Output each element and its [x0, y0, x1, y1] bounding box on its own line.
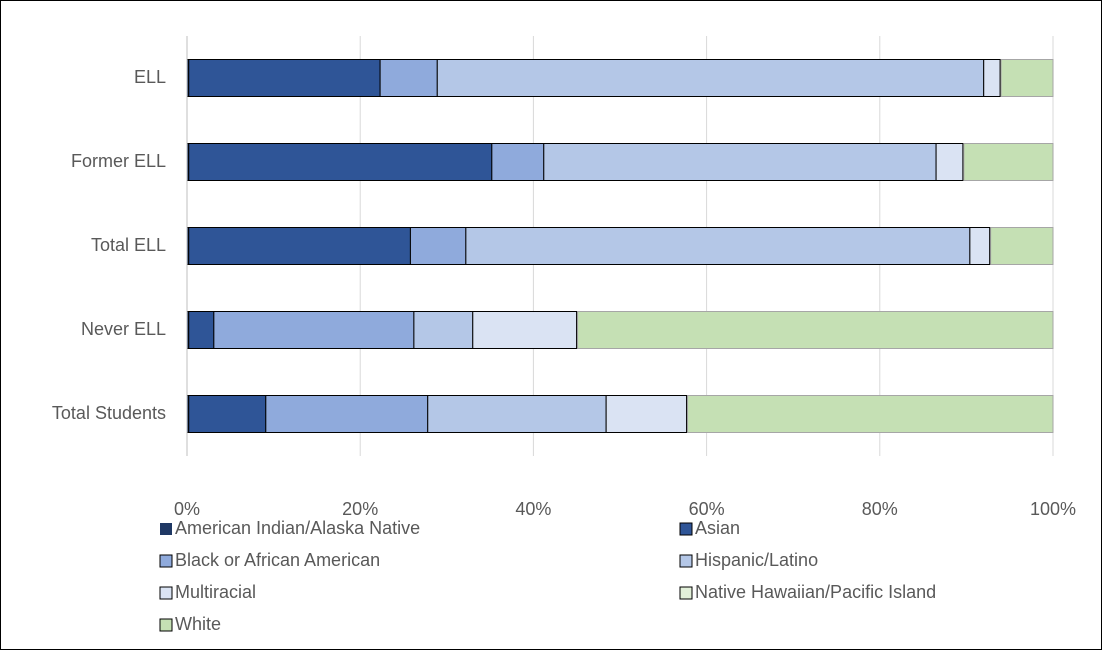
- bar-segment: [379, 59, 438, 97]
- legend-label: Black or African American: [175, 550, 380, 570]
- bar-segment: [436, 59, 985, 97]
- bar-segment: [687, 395, 1054, 433]
- bar-segment: [188, 227, 411, 265]
- legend-swatch: [159, 554, 173, 568]
- bar-segment: [983, 59, 1001, 97]
- x-tick-label: 60%: [689, 499, 725, 519]
- bar-segment: [188, 59, 381, 97]
- x-tick-label: 40%: [515, 499, 551, 519]
- legend-label: Asian: [695, 518, 740, 538]
- y-tick-label: Total Students: [52, 403, 166, 423]
- y-tick-label: Never ELL: [81, 319, 166, 339]
- bar-segment: [413, 311, 474, 349]
- bar-segment: [188, 395, 267, 433]
- x-tick-label: 80%: [862, 499, 898, 519]
- bar-segment: [472, 311, 578, 349]
- bar-segment: [465, 227, 971, 265]
- legend-label: Native Hawaiian/Pacific Island: [695, 582, 936, 602]
- bar-segment: [577, 311, 1054, 349]
- bar-segment: [265, 395, 429, 433]
- y-tick-label: Total ELL: [91, 235, 166, 255]
- bar-segment: [409, 227, 467, 265]
- bar-segment: [188, 311, 215, 349]
- legend-label: Hispanic/Latino: [695, 550, 818, 570]
- y-tick-label: Former ELL: [71, 151, 166, 171]
- legend-swatch: [679, 586, 693, 600]
- bar-segment: [543, 143, 937, 181]
- x-tick-label: 0%: [174, 499, 200, 519]
- bar-segment: [491, 143, 545, 181]
- legend-swatch: [160, 523, 172, 535]
- legend-swatch: [159, 586, 173, 600]
- bar-segment: [427, 395, 607, 433]
- bar-segment: [188, 143, 493, 181]
- legend-swatch: [159, 618, 173, 632]
- bar-segment: [935, 143, 964, 181]
- legend-swatch: [679, 522, 693, 536]
- y-tick-label: ELL: [134, 67, 166, 87]
- legend-label: Multiracial: [175, 582, 256, 602]
- legend-label: American Indian/Alaska Native: [175, 518, 420, 538]
- x-tick-label: 100%: [1030, 499, 1076, 519]
- bar-segment: [990, 227, 1054, 265]
- bar-segment: [969, 227, 991, 265]
- x-tick-label: 20%: [342, 499, 378, 519]
- bar-segment: [1000, 59, 1054, 97]
- legend-label: White: [175, 614, 221, 634]
- legend-swatch: [679, 554, 693, 568]
- bar-segment: [963, 143, 1054, 181]
- bar-segment: [605, 395, 688, 433]
- bar-segment: [213, 311, 415, 349]
